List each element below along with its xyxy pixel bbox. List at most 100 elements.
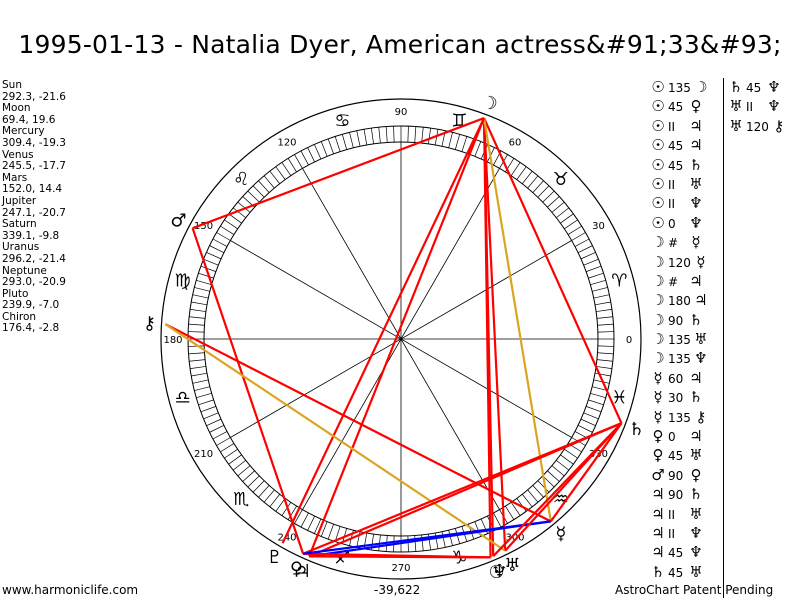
planet-glyph-icon: ☿ [696,252,706,271]
planet-glyph-icon: ☉ [651,174,665,193]
degree-tick [263,489,275,503]
degree-tick [551,465,565,477]
planet-glyph-icon: ♆ [689,543,703,562]
degree-tick [454,528,461,544]
aspect-symbol: 30 [668,391,684,406]
aspect-row: ☽ 135 ♅ [650,330,709,349]
degree-tick [560,213,574,224]
planet-glyph-icon: ☿ [691,233,701,252]
aspect-row: ☽ # ♃ [650,272,709,291]
degree-tick [547,196,560,208]
zodiac-sign-icon: ♋ [334,111,350,132]
planet-glyph-icon: ♂ [651,465,665,484]
planet-name: Pluto [2,287,29,300]
degree-tick [588,399,604,406]
aspect-row: ♃ 90 ♄ [650,485,709,504]
aspect-row: ♂ 90 ♀ [650,466,709,485]
degree-tick [593,294,610,299]
degree-tick [206,418,222,426]
zodiac-sign-icon: ♈ [611,271,627,292]
aspect-line [302,422,622,555]
planet-glyph-icon: ☽ [651,271,665,290]
aspect-symbol: 45 [668,546,684,561]
aspect-symbol: 90 [668,468,684,483]
planet-glyph-icon: ☉ [651,116,665,135]
planet-glyph-icon: ♀ [652,427,664,446]
degree-tick [510,162,521,176]
degree-tick [216,232,231,241]
planet-glyph-icon: ♅ [729,97,743,116]
aspect-row: ☿ 60 ♃ [650,369,709,388]
planet-glyph-icon: ♅ [689,504,703,523]
degree-tick [232,207,246,218]
degree-tick [192,379,209,384]
degree-tick [597,331,614,333]
degree-tick [593,379,610,384]
degree-tick [414,535,417,552]
aspect-line [281,117,486,544]
degree-tick [590,392,606,399]
aspect-row: ☽ # ☿ [650,233,709,252]
zodiac-sign-icon: ♉ [553,169,569,190]
degree-tick [188,345,205,347]
degree-tick [242,470,255,482]
degree-tick [371,128,374,144]
degree-tick [269,170,280,184]
degree-tick [596,316,613,319]
planet-name: Saturn [2,218,37,231]
aspect-symbol: 45 [668,449,684,464]
planet-glyph-icon: ☉ [651,136,665,155]
degree-tick [571,232,586,241]
degree-tick [596,359,613,362]
degree-tick [294,154,303,169]
aspect-row: ♅ 120 ⚷ [728,117,787,136]
degree-tick [448,132,453,148]
aspect-symbol: 90 [668,313,684,328]
aspect-list-column-2: ♄ 45 ♆ ♅ II ♆ ♅ 120 ⚷ [728,78,787,136]
degree-tick [232,460,246,471]
footer-site-link[interactable]: www.harmoniclife.com [2,583,139,597]
degree-tick [363,129,368,146]
degree-label: 90 [395,107,408,118]
degree-label: 300 [505,532,524,543]
degree-tick [258,485,270,498]
degree-label: 240 [277,532,296,543]
degree-tick [493,512,502,528]
planet-name: Venus [2,148,34,161]
degree-tick [228,454,242,465]
degree-tick [580,418,596,426]
aspect-symbol: 180 [668,294,691,309]
aspect-row: ☉ 45 ♀ [650,97,709,116]
planet-glyph-icon: ♀ [690,97,702,116]
planet-glyph-icon: ♅ [689,174,703,193]
aspect-symbol: 60 [668,371,684,386]
aspect-row: ☉ 45 ♄ [650,156,709,175]
degree-tick [237,201,251,213]
degree-tick [237,465,251,477]
planet-glyph-icon: ♆ [694,349,708,368]
degree-tick [407,126,409,143]
degree-tick [597,323,614,326]
aspect-row: ♃ II ♆ [650,524,709,543]
aspect-line [549,422,623,523]
degree-tick [275,166,286,180]
degree-label: 210 [194,449,213,460]
planet-glyph-icon: ☿ [653,368,663,387]
planet-coords: 293.0, -20.9 [2,276,66,289]
degree-tick [454,134,461,150]
degree-tick [194,386,210,391]
planet-marker-icon: ⚷ [143,313,156,334]
degree-tick [189,316,206,319]
aspect-symbol: # [668,274,679,289]
degree-tick [209,245,225,253]
degree-tick [547,470,560,482]
aspect-line [164,323,552,523]
planet-coords: 176.4, -2.8 [2,322,60,335]
aspect-symbol: # [668,236,679,251]
planet-glyph-icon: ☉ [651,78,665,96]
degree-tick [334,526,341,542]
degree-tick [527,175,539,189]
degree-tick [294,509,303,524]
planet-glyph-icon: ☉ [651,213,665,232]
